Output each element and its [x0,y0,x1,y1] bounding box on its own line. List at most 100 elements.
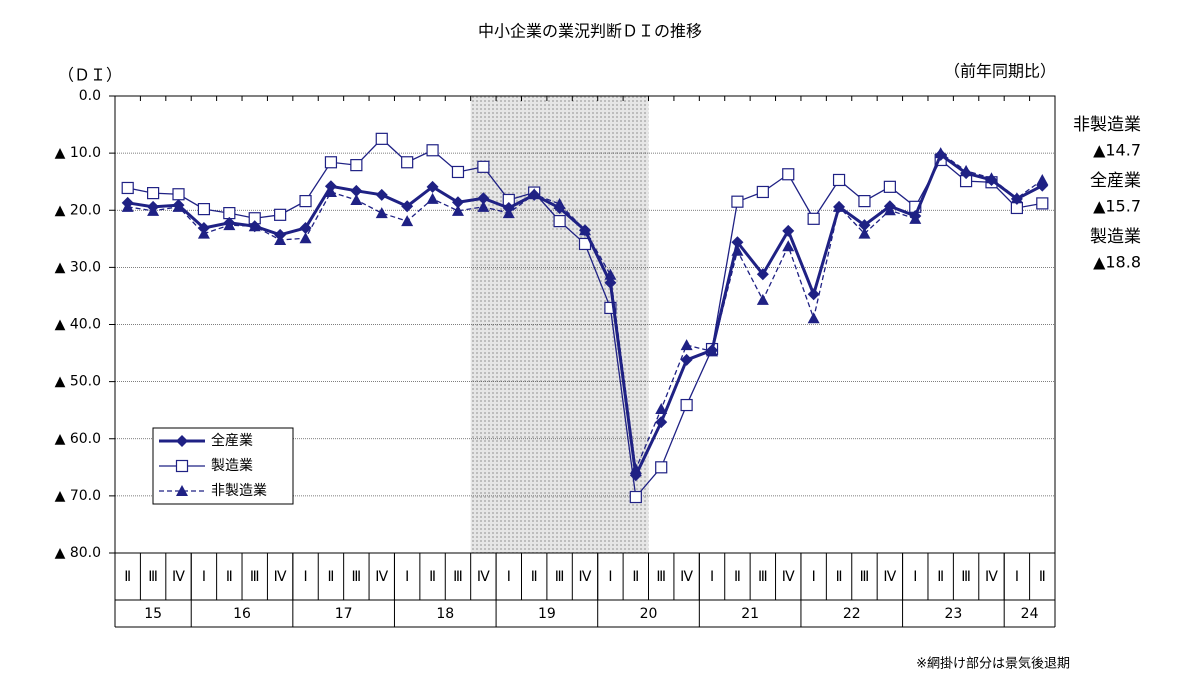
point [401,200,414,213]
point [197,221,210,234]
point [350,159,363,172]
x-tick-label: Ⅲ [352,569,362,585]
point [655,461,668,474]
x-tick-label: Ⅲ [453,569,463,585]
point [451,204,464,216]
annotation-name: 非製造業 [1073,115,1141,135]
point [858,227,871,239]
point [756,293,769,305]
x-tick-label: Ⅰ [507,569,511,585]
point [1036,197,1049,210]
point [248,220,261,233]
point [147,200,160,213]
point [172,199,185,212]
point [782,224,795,237]
x-tick-label: Ⅰ [202,569,206,585]
x-tick-label: Ⅱ [632,569,639,585]
x-tick-label: Ⅱ [328,569,335,585]
point [121,181,134,195]
point [375,188,388,201]
x-tick-label: Ⅱ [531,569,538,585]
plot-frame [114,95,1056,554]
point [934,148,947,161]
point [604,301,617,315]
x-tick-label: Ⅱ [226,569,233,585]
point [176,485,188,496]
year-label: 24 [1021,606,1039,622]
point [782,240,795,252]
y-tick-label: ▲ 20.0 [55,202,101,218]
point [528,188,541,201]
point [451,165,465,179]
legend-label: 製造業 [211,458,253,474]
point [375,132,388,145]
point [426,144,439,157]
y-axis-label-right: （前年同期比） [944,62,1056,81]
x-tick-label: Ⅰ [1015,569,1019,585]
y-tick-label: ▲ 40.0 [55,317,101,333]
point [274,208,287,221]
point [680,398,693,412]
x-tick-label: Ⅲ [555,569,565,585]
year-label: 15 [144,606,162,622]
point [883,180,896,193]
point [426,192,439,204]
point [807,312,820,324]
point [858,219,871,232]
x-tick-label: Ⅰ [608,569,612,585]
point [401,215,414,227]
point [833,200,846,213]
point [299,195,312,208]
y-tick-label: ▲ 80.0 [55,545,101,561]
annotation-name: 全産業 [1090,171,1141,191]
x-tick-label: Ⅳ [579,569,592,585]
y-tick-label: ▲ 50.0 [55,374,101,390]
x-tick-label: Ⅱ [937,569,944,585]
y-tick-label: ▲ 70.0 [55,488,101,504]
point [175,459,189,473]
point [1010,192,1023,205]
x-tick-label: Ⅲ [961,569,971,585]
x-tick-label: Ⅳ [274,569,287,585]
point [680,339,693,351]
y-tick-label: ▲ 10.0 [55,145,101,161]
x-tick-label: Ⅰ [405,569,409,585]
x-tick-label: Ⅳ [375,569,388,585]
point [680,353,693,366]
x-tick-label: Ⅰ [303,569,307,585]
year-label: 16 [233,606,251,622]
annotation-value: ▲14.7 [1093,141,1141,160]
point [553,215,566,228]
point [121,196,134,209]
legend-label: 非製造業 [211,483,267,499]
point [477,160,490,173]
point [324,180,337,193]
point [1036,173,1049,185]
point [655,416,668,429]
point [324,156,338,169]
year-label: 21 [741,606,759,622]
annotation-value: ▲18.8 [1093,253,1141,272]
point [299,232,312,244]
x-tick-label: Ⅱ [836,569,843,585]
point [960,167,973,180]
x-tick-label: Ⅲ [758,569,768,585]
point [451,196,464,209]
point [426,180,439,193]
y-axis-label: （ＤＩ） [58,66,122,85]
x-tick-label: Ⅳ [883,569,896,585]
year-label: 23 [944,606,962,622]
year-label: 20 [640,606,658,622]
x-tick-label: Ⅲ [250,569,260,585]
year-label: 17 [335,606,353,622]
point [629,469,642,482]
point [883,200,896,213]
chart-title: 中小企業の業況判断ＤＩの推移 [478,22,702,41]
x-tick-label: Ⅳ [477,569,490,585]
point [909,209,922,222]
point [350,184,363,197]
annotation-name: 製造業 [1090,227,1141,247]
point [1036,179,1049,192]
x-tick-label: Ⅱ [429,569,436,585]
point [731,195,744,208]
